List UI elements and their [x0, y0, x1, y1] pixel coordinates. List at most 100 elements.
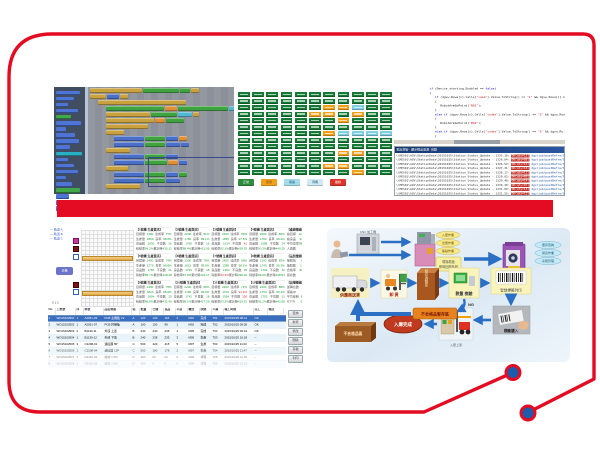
status-tile[interactable]	[252, 157, 264, 162]
status-tile[interactable]	[337, 150, 350, 156]
code-block[interactable]	[178, 106, 228, 111]
log-row[interactable]: \\MES01\AGV\StationData\20151025\Station…	[396, 158, 564, 162]
oval-label[interactable]: 入庫作業	[442, 232, 454, 237]
status-tile[interactable]	[366, 150, 378, 156]
status-tile[interactable]	[294, 150, 307, 156]
code-block[interactable]	[98, 100, 186, 105]
status-tile[interactable]	[280, 98, 293, 104]
status-tile[interactable]	[351, 131, 364, 136]
status-tile[interactable]	[337, 92, 350, 97]
status-tile[interactable]	[351, 118, 364, 123]
status-tile[interactable]	[294, 163, 307, 169]
status-tile[interactable]	[337, 118, 350, 123]
status-tile[interactable]	[266, 92, 279, 97]
status-tile[interactable]	[309, 170, 321, 175]
log-row[interactable]: \\MES01\AGV\StationData\20151025\Station…	[396, 179, 564, 183]
status-tile[interactable]	[238, 137, 250, 143]
code-area[interactable]: if (Device_starting.Enabled == false) { …	[394, 87, 565, 139]
oval-label[interactable]: 盤點作業	[442, 248, 454, 253]
column-header[interactable]: 已做	[152, 308, 164, 315]
status-tile[interactable]	[323, 124, 336, 130]
status-tile[interactable]	[323, 118, 336, 123]
toolbox-block[interactable]	[56, 145, 70, 150]
toolbox-block[interactable]	[56, 151, 82, 157]
status-tile[interactable]	[294, 170, 307, 175]
status-tile[interactable]	[238, 111, 250, 117]
status-tile[interactable]	[323, 105, 336, 110]
status-tile[interactable]	[309, 92, 321, 97]
toolbox-block[interactable]	[56, 127, 66, 132]
status-tile[interactable]	[266, 98, 279, 104]
status-tile[interactable]	[252, 92, 264, 97]
status-tile[interactable]	[323, 163, 336, 169]
status-tile[interactable]	[266, 170, 279, 175]
column-header[interactable]: 序	[76, 308, 84, 315]
log-row[interactable]: \\MES01\AGV\StationData\20151025\Station…	[396, 162, 564, 166]
status-tile[interactable]	[366, 170, 378, 175]
toolbox-block[interactable]	[56, 139, 79, 144]
block-canvas[interactable]	[88, 87, 234, 194]
status-tile[interactable]	[280, 124, 293, 130]
status-tile[interactable]	[238, 144, 250, 149]
code-block[interactable]	[145, 177, 165, 183]
status-tile[interactable]	[380, 163, 392, 169]
code-block[interactable]	[114, 142, 144, 147]
code-block[interactable]	[107, 94, 119, 99]
block-toolbox[interactable]	[54, 87, 88, 211]
table-row[interactable]: 8 WO15102508 1 D3310-05 線材 2.0M D 300 0 0 0 M09 排程 T…	[48, 361, 286, 368]
column-header[interactable]: 良品	[164, 308, 176, 315]
status-tile[interactable]	[266, 118, 279, 123]
code-block[interactable]	[106, 112, 150, 117]
status-tile[interactable]	[294, 98, 307, 104]
status-tile[interactable]	[366, 92, 378, 97]
status-tile[interactable]	[238, 105, 250, 110]
status-tile[interactable]	[266, 150, 279, 156]
code-block[interactable]	[90, 88, 142, 93]
side-button[interactable]: 新增	[288, 319, 303, 327]
status-tile[interactable]	[351, 98, 364, 104]
side-button[interactable]: 查詢	[288, 310, 303, 318]
status-tile[interactable]	[366, 157, 378, 162]
status-tile[interactable]	[380, 131, 392, 136]
status-tile[interactable]	[294, 131, 307, 136]
code-block[interactable]	[178, 112, 192, 117]
code-block[interactable]	[143, 88, 179, 93]
code-block[interactable]	[90, 94, 106, 99]
status-tile[interactable]	[252, 150, 264, 156]
output-log-list[interactable]: \\MES01\AGV\StationData\20151025\Station…	[395, 153, 564, 195]
status-tile[interactable]	[238, 170, 250, 175]
code-block[interactable]	[114, 154, 144, 159]
status-tile[interactable]	[294, 92, 307, 97]
status-tile[interactable]	[238, 163, 250, 169]
status-tile[interactable]	[266, 157, 279, 162]
status-tile[interactable]	[351, 150, 364, 156]
status-tile[interactable]	[366, 131, 378, 136]
table-row[interactable]: 2 WO15102502 1 A2051-07 PCB 控制板 A 100 100 99 1 M02…	[48, 322, 286, 329]
code-block[interactable]	[193, 112, 199, 117]
status-tile[interactable]	[351, 157, 364, 162]
code-block[interactable]	[166, 142, 180, 147]
status-tile[interactable]	[252, 111, 264, 117]
log-row[interactable]: \\MES01\AGV\StationData\20151025\Station…	[396, 183, 564, 187]
code-block[interactable]	[145, 160, 167, 165]
status-tile[interactable]	[294, 144, 307, 149]
status-tile[interactable]	[323, 98, 336, 104]
code-block[interactable]	[166, 177, 180, 183]
status-tile[interactable]	[280, 137, 293, 143]
side-button[interactable]: 列印	[288, 355, 303, 363]
status-tile[interactable]	[238, 118, 250, 123]
status-tile[interactable]	[309, 111, 321, 117]
toolbox-block[interactable]	[56, 108, 78, 114]
status-tile[interactable]	[280, 118, 293, 123]
status-tile[interactable]	[366, 124, 378, 130]
status-tile[interactable]	[266, 137, 279, 143]
status-tile[interactable]	[337, 144, 350, 149]
status-tile[interactable]	[238, 98, 250, 104]
status-tile[interactable]	[280, 92, 293, 97]
status-tile[interactable]	[266, 124, 279, 130]
status-tile[interactable]	[323, 144, 336, 149]
toolbox-block[interactable]	[56, 96, 74, 102]
status-tile[interactable]	[280, 150, 293, 156]
status-tile[interactable]	[252, 98, 264, 104]
code-block[interactable]	[229, 106, 234, 111]
